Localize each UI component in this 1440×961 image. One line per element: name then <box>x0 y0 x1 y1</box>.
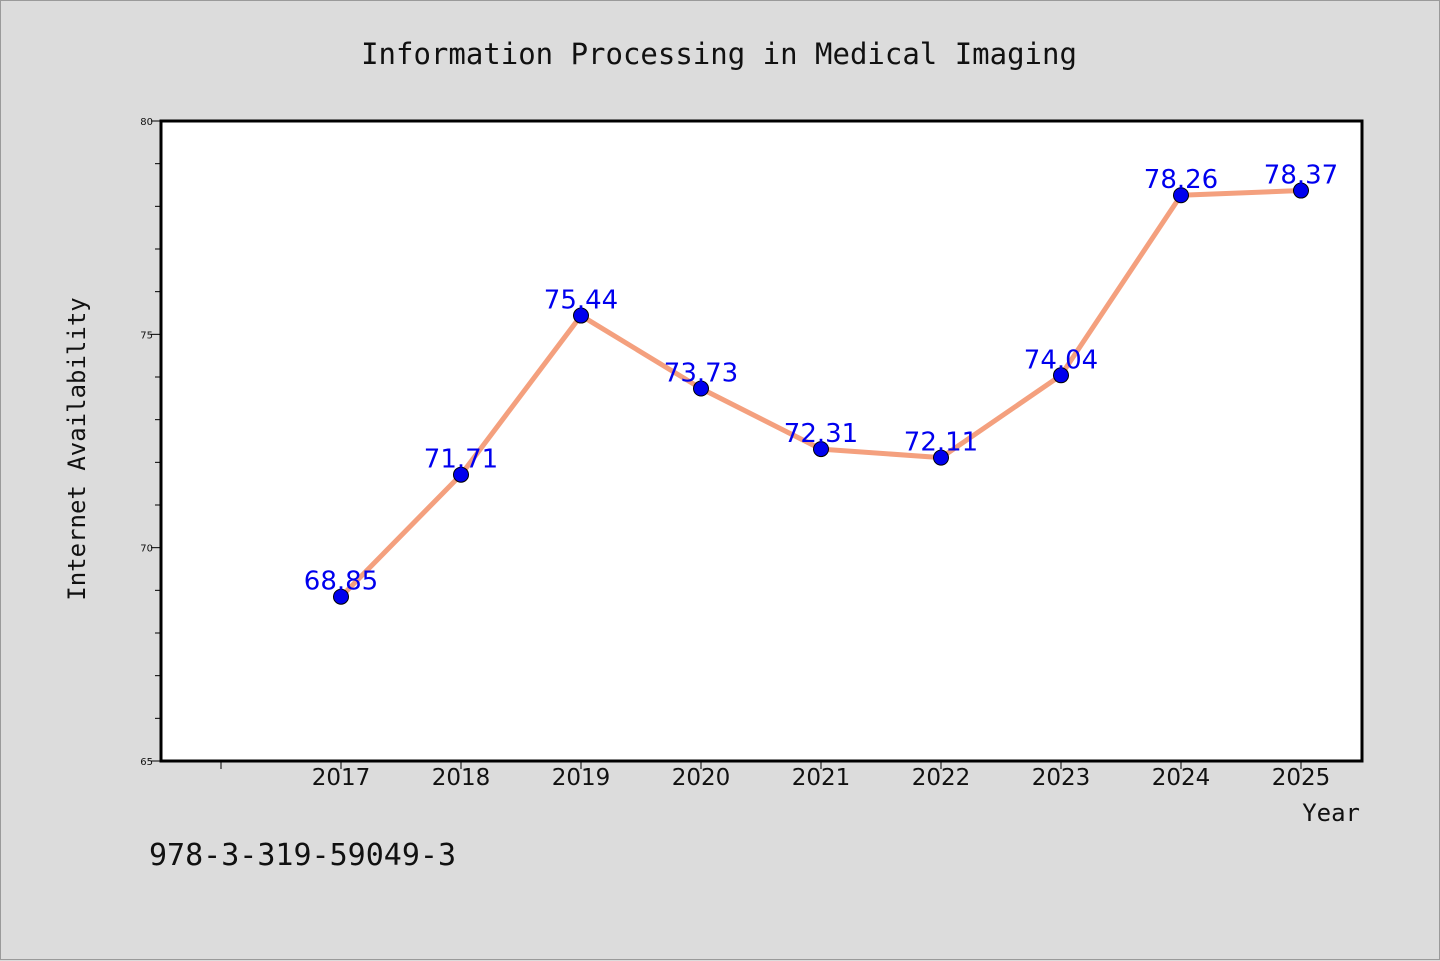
x-tick-label: 2019 <box>552 765 611 791</box>
data-label: 68.85 <box>304 567 378 597</box>
x-tick-label: 2025 <box>1272 765 1331 791</box>
data-label: 72.31 <box>784 419 858 449</box>
data-label: 73.73 <box>664 359 738 389</box>
plot-area <box>159 119 1364 763</box>
y-axis: 65 70 75 80 <box>140 117 161 768</box>
data-label: 78.37 <box>1264 161 1338 191</box>
y-axis-label: Internet Availability <box>63 297 91 600</box>
x-tick-label: 2021 <box>792 765 851 791</box>
y-tick-label: 65 <box>140 757 153 768</box>
data-label: 75.44 <box>544 286 618 316</box>
data-point <box>1053 367 1069 384</box>
chart-title: Information Processing in Medical Imagin… <box>361 37 1077 71</box>
data-label: 71.71 <box>424 445 498 475</box>
data-point <box>1293 182 1309 199</box>
y-tick-label: 70 <box>140 544 153 555</box>
y-tick-label: 80 <box>140 117 153 128</box>
x-tick-label: 2023 <box>1032 765 1091 791</box>
data-label: 78.26 <box>1144 165 1218 195</box>
data-point <box>333 588 349 605</box>
series-group <box>333 182 1309 605</box>
data-point <box>453 466 469 483</box>
data-label: 72.11 <box>904 428 978 458</box>
x-tick-label: 2018 <box>432 765 491 791</box>
data-point <box>573 307 589 324</box>
x-tick-label: 2022 <box>912 765 971 791</box>
data-point <box>1173 187 1189 204</box>
x-axis: 2017 2018 2019 2020 2021 2022 2023 2024 2025 <box>220 761 1331 791</box>
y-tick-label: 75 <box>140 330 153 341</box>
x-axis-label: Year <box>1302 799 1360 827</box>
data-point <box>933 449 949 466</box>
x-tick-label: 2020 <box>672 765 731 791</box>
data-label: 74.04 <box>1024 345 1098 375</box>
x-tick-label: 2017 <box>312 765 371 791</box>
data-point <box>693 380 709 397</box>
data-labels: 68.85 71.71 75.44 73.73 72.31 72.11 74.04 78.26… <box>304 161 1338 597</box>
data-point <box>813 441 829 458</box>
footer-isbn: 978-3-319-59049-3 <box>149 838 456 873</box>
x-tick-label: 2024 <box>1152 765 1211 791</box>
